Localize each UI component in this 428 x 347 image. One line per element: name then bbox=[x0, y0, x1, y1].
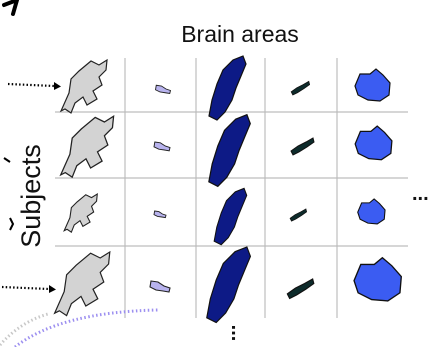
shape-r2-area4 bbox=[290, 137, 315, 156]
shape-r2-area2 bbox=[153, 141, 171, 152]
shape-r1-area2 bbox=[155, 84, 171, 94]
shape-r2-area5 bbox=[354, 125, 393, 161]
shape-r3-area3 bbox=[213, 187, 248, 246]
shape-r3-area1 bbox=[63, 193, 98, 233]
corner-stroke-mid bbox=[3, 157, 11, 163]
shape-r1-area3 bbox=[208, 55, 247, 121]
subjects-label: Subjects bbox=[16, 144, 46, 248]
shape-r3-area2 bbox=[153, 210, 167, 219]
faded-curve-gray bbox=[0, 312, 49, 346]
corner-stroke-top bbox=[2, 0, 20, 16]
shape-r3-area5 bbox=[357, 198, 386, 225]
shape-r1-area1 bbox=[60, 59, 108, 114]
arrow-row-1 bbox=[7, 82, 61, 90]
faded-curve-purple bbox=[14, 308, 159, 347]
row-1 bbox=[60, 55, 391, 121]
ellipsis-bottom: ... bbox=[227, 325, 249, 342]
shape-r2-area1 bbox=[60, 115, 115, 178]
ellipsis-right: ... bbox=[412, 183, 428, 205]
shape-r1-area4 bbox=[290, 81, 311, 96]
title: Brain areas bbox=[181, 21, 299, 47]
row-2 bbox=[60, 114, 393, 187]
shape-r1-area5 bbox=[354, 68, 391, 102]
arrow-row-4 bbox=[1, 285, 56, 293]
shape-r2-area3 bbox=[208, 114, 251, 187]
corner-stroke-low bbox=[9, 217, 15, 231]
shape-r4-area2 bbox=[149, 280, 171, 293]
row-4 bbox=[53, 246, 402, 324]
shape-r3-area4 bbox=[289, 208, 308, 222]
shape-r4-area1 bbox=[53, 251, 111, 317]
shape-r4-area5 bbox=[353, 257, 402, 302]
shape-r4-area3 bbox=[206, 246, 252, 324]
shape-r4-area4 bbox=[286, 278, 315, 300]
grid bbox=[55, 58, 408, 318]
